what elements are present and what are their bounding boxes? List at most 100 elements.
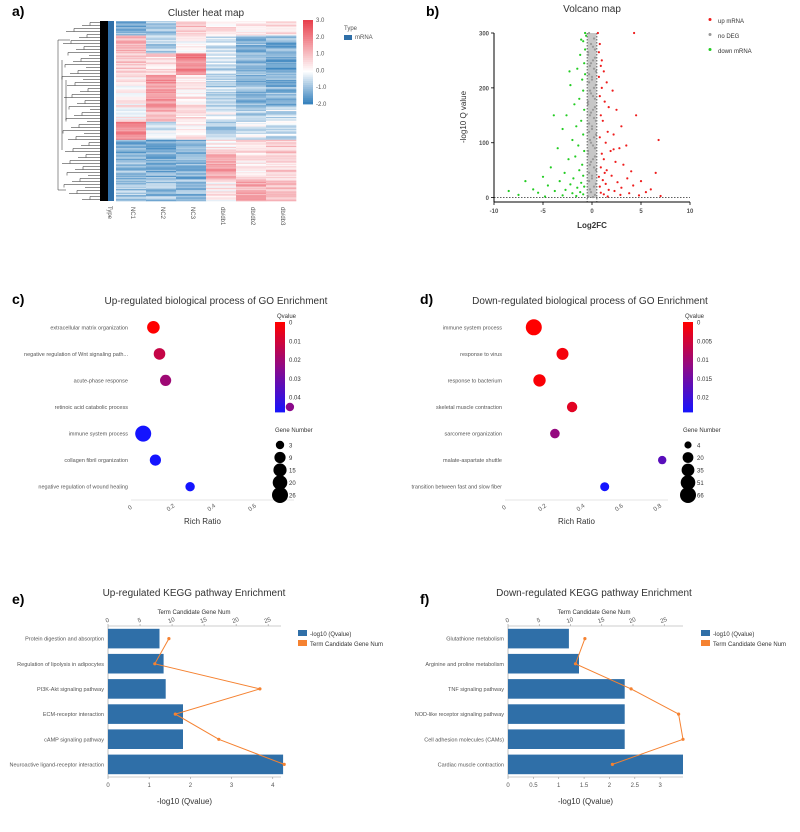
heatmap-cell — [116, 171, 147, 173]
go-up-qvalue-colorbar-segment — [275, 358, 285, 361]
heatmap-cell — [206, 165, 237, 167]
volcano-point-nodeg — [588, 31, 591, 35]
heatmap-cell — [176, 42, 207, 45]
kegg-up-category-label: Protein digestion and absorption — [25, 637, 104, 643]
go-down-qvalue-colorbar-segment — [683, 328, 693, 332]
heatmap-cell — [176, 34, 207, 36]
heatmap-colorbar-segment — [303, 32, 313, 36]
go-down-qvalue-colorbar-segment — [683, 400, 693, 404]
heatmap-cell — [176, 57, 207, 59]
heatmap-cell — [266, 23, 297, 25]
heatmap-cell — [146, 196, 177, 198]
heatmap-cell — [146, 36, 177, 39]
heatmap-cell — [266, 75, 297, 77]
kegg-down-x-tick-label: 3 — [659, 783, 663, 789]
heatmap-legend-entry: mRNA — [355, 35, 373, 41]
volcano-point-up — [604, 182, 607, 185]
heatmap-cell — [266, 48, 297, 51]
heatmap-cell — [266, 70, 297, 72]
volcano-point-down — [577, 144, 580, 147]
heatmap-cell — [146, 166, 177, 168]
heatmap-cell — [206, 48, 237, 51]
heatmap-cell — [266, 160, 297, 162]
go-down-qvalue-colorbar-segment — [683, 326, 693, 330]
heatmap-cell — [206, 108, 237, 111]
heatmap-cell — [236, 113, 267, 115]
heatmap-cell — [266, 55, 297, 58]
volcano-point-nodeg — [588, 180, 591, 183]
kegg-up-gene-num-point — [167, 637, 171, 641]
volcano-point-up — [602, 193, 605, 196]
heatmap-cell — [176, 157, 207, 160]
go-down-qvalue-colorbar-segment — [683, 380, 693, 384]
volcano-point-up — [633, 31, 636, 35]
volcano-point-up — [605, 169, 608, 172]
heatmap-cell — [236, 78, 267, 81]
heatmap-cell — [176, 93, 207, 95]
heatmap-colorbar-segment — [303, 36, 313, 40]
heatmap-cell — [116, 186, 147, 189]
heatmap-cell — [266, 37, 297, 40]
kegg-down-top-tick-label: 15 — [597, 617, 606, 625]
heatmap-cell — [206, 33, 237, 35]
heatmap-cell — [236, 70, 267, 72]
heatmap-cell — [146, 135, 177, 137]
volcano-point-up — [598, 185, 601, 188]
volcano-point-up — [603, 100, 606, 103]
heatmap-colorbar-segment — [303, 85, 313, 88]
go-down-category-label: sarcomere organization — [445, 432, 502, 438]
heatmap-cell — [236, 155, 267, 157]
heatmap-cell — [236, 90, 267, 93]
go-up-qvalue-tick: 0.02 — [289, 358, 301, 364]
volcano-point-nodeg — [588, 163, 592, 166]
heatmap-cell — [176, 120, 207, 123]
heatmap-cell — [236, 151, 267, 154]
heatmap-cell — [146, 67, 177, 70]
heatmap-cell — [236, 105, 267, 107]
go-up-bubble — [285, 402, 295, 412]
volcano-point-nodeg — [588, 130, 591, 133]
heatmap-cell — [176, 85, 207, 88]
heatmap-cell — [266, 197, 297, 199]
heatmap-cell — [206, 185, 237, 187]
heatmap-cell — [176, 23, 207, 25]
go-up-qvalue-colorbar-segment — [275, 373, 285, 377]
volcano-point-down — [549, 166, 552, 169]
heatmap-colorbar-segment — [303, 62, 313, 65]
volcano-point-nodeg — [593, 155, 597, 158]
go-down-gene-number-legend-label: 51 — [697, 481, 704, 487]
heatmap-cell — [206, 142, 237, 144]
heatmap-cell — [116, 79, 147, 82]
kegg-up-bar — [108, 754, 284, 775]
heatmap-cell — [206, 169, 237, 172]
go-down-qvalue-colorbar-segment — [683, 337, 693, 341]
volcano-point-down — [556, 147, 559, 150]
heatmap-cell — [176, 132, 207, 135]
heatmap-cell — [116, 81, 147, 83]
go-up-qvalue-colorbar-segment — [275, 335, 285, 339]
heatmap-cell — [146, 147, 177, 149]
heatmap-cell — [236, 163, 267, 166]
heatmap-cell — [146, 173, 177, 175]
heatmap-cell — [236, 94, 267, 96]
heatmap-cell — [176, 184, 207, 186]
kegg-up-x-tick-label: 2 — [189, 783, 193, 789]
heatmap-cell — [206, 89, 237, 91]
heatmap-cell — [176, 90, 207, 93]
volcano-point-up — [637, 194, 641, 197]
volcano-point-nodeg — [591, 59, 595, 62]
heatmap-cell — [146, 54, 177, 57]
heatmap-cell — [266, 85, 297, 88]
go-down-qvalue-colorbar-segment — [683, 367, 693, 370]
volcano-point-up — [607, 106, 610, 109]
heatmap-cell — [266, 180, 297, 183]
heatmap-cell — [266, 66, 297, 69]
heatmap-cell — [176, 131, 207, 133]
heatmap-cell — [176, 137, 207, 139]
heatmap-cell — [146, 121, 177, 124]
heatmap-cell — [176, 187, 207, 190]
heatmap-cell — [206, 94, 237, 96]
kegg-up-x-tick-label: 1 — [148, 783, 152, 789]
heatmap-cell — [176, 108, 207, 111]
heatmap-cell — [176, 186, 207, 189]
